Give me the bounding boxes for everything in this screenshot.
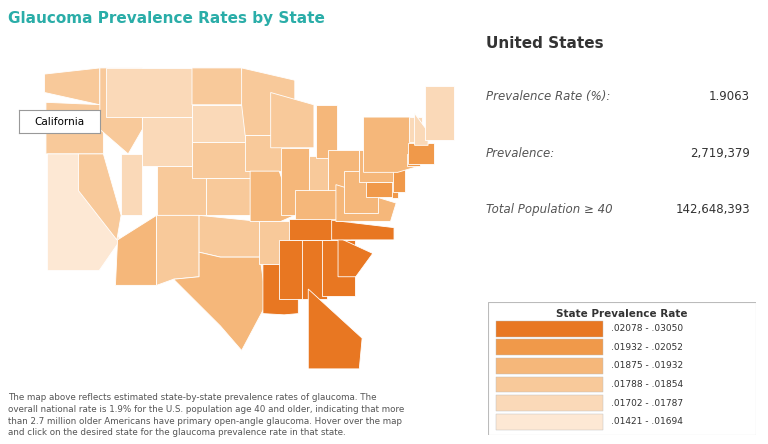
Polygon shape xyxy=(302,240,326,299)
Text: .01702 - .01787: .01702 - .01787 xyxy=(611,399,684,408)
Text: 1.9063: 1.9063 xyxy=(709,90,750,103)
Text: Prevalence:: Prevalence: xyxy=(485,147,555,159)
Polygon shape xyxy=(415,113,428,145)
Polygon shape xyxy=(78,154,121,240)
Bar xyxy=(496,321,604,337)
Text: .01788 - .01854: .01788 - .01854 xyxy=(611,380,684,389)
Bar xyxy=(496,395,604,411)
Polygon shape xyxy=(338,238,372,277)
Polygon shape xyxy=(407,154,420,166)
Text: The map above reflects estimated state-by-state prevalence rates of glaucoma. Th: The map above reflects estimated state-b… xyxy=(8,393,404,437)
Bar xyxy=(496,377,604,392)
Text: .01421 - .01694: .01421 - .01694 xyxy=(611,417,684,426)
Polygon shape xyxy=(328,150,359,198)
Polygon shape xyxy=(259,222,294,265)
Bar xyxy=(496,339,604,355)
Polygon shape xyxy=(419,154,425,163)
Polygon shape xyxy=(363,117,419,172)
Polygon shape xyxy=(295,190,349,222)
Polygon shape xyxy=(309,156,328,206)
Text: Glaucoma Prevalence Rates by State: Glaucoma Prevalence Rates by State xyxy=(8,11,325,26)
Text: United States: United States xyxy=(485,36,604,51)
Text: .01932 - .02052: .01932 - .02052 xyxy=(611,343,684,352)
Polygon shape xyxy=(100,68,142,154)
Polygon shape xyxy=(359,150,399,182)
Polygon shape xyxy=(245,135,290,171)
Text: .01875 - .01932: .01875 - .01932 xyxy=(611,361,684,370)
Text: 142,648,393: 142,648,393 xyxy=(675,203,750,216)
Polygon shape xyxy=(192,142,253,178)
Polygon shape xyxy=(48,154,121,271)
Text: California: California xyxy=(35,117,84,127)
Polygon shape xyxy=(142,117,192,166)
Polygon shape xyxy=(192,105,245,142)
Polygon shape xyxy=(280,148,309,215)
Text: State Prevalence Rate: State Prevalence Rate xyxy=(556,309,688,319)
Polygon shape xyxy=(242,68,295,135)
Polygon shape xyxy=(270,92,314,148)
Polygon shape xyxy=(336,185,396,222)
Polygon shape xyxy=(392,181,398,198)
Polygon shape xyxy=(316,105,337,158)
Polygon shape xyxy=(409,143,434,164)
Polygon shape xyxy=(192,68,245,105)
Polygon shape xyxy=(174,252,266,350)
Polygon shape xyxy=(344,171,379,213)
Polygon shape xyxy=(199,215,260,257)
Polygon shape xyxy=(289,219,351,240)
Polygon shape xyxy=(106,68,192,117)
FancyBboxPatch shape xyxy=(488,302,756,435)
Text: .02078 - .03050: .02078 - .03050 xyxy=(611,324,684,333)
Text: 2,719,379: 2,719,379 xyxy=(690,147,750,159)
Bar xyxy=(496,358,604,374)
Polygon shape xyxy=(263,265,298,315)
Polygon shape xyxy=(425,87,455,140)
Text: Prevalence Rate (%):: Prevalence Rate (%): xyxy=(485,90,610,103)
Polygon shape xyxy=(157,215,199,285)
Polygon shape xyxy=(250,171,295,222)
Polygon shape xyxy=(409,117,422,142)
Polygon shape xyxy=(206,178,259,215)
Polygon shape xyxy=(115,215,157,285)
Polygon shape xyxy=(332,220,394,240)
Polygon shape xyxy=(393,161,406,192)
Polygon shape xyxy=(157,166,206,215)
Text: Total Population ≥ 40: Total Population ≥ 40 xyxy=(485,203,612,216)
Polygon shape xyxy=(280,240,305,299)
Polygon shape xyxy=(121,154,142,215)
Polygon shape xyxy=(366,182,398,197)
Bar xyxy=(496,414,604,430)
Polygon shape xyxy=(323,240,355,297)
Polygon shape xyxy=(45,68,100,105)
Polygon shape xyxy=(308,289,362,369)
Polygon shape xyxy=(46,102,104,154)
